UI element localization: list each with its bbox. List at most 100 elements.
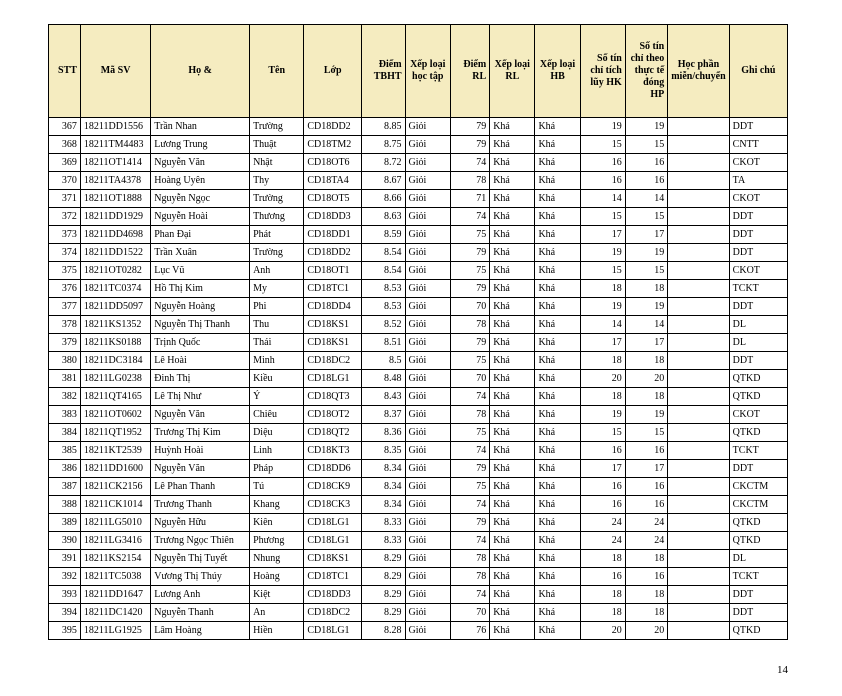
cell-ho: Trương Ngọc Thiên bbox=[151, 532, 250, 550]
cell-diemtb: 8.66 bbox=[362, 190, 405, 208]
cell-xlrl: Khá bbox=[490, 118, 535, 136]
cell-diemrl: 74 bbox=[450, 442, 489, 460]
table-row: 37918211KS0188Trịnh QuốcTháiCD18KS18.51G… bbox=[49, 334, 788, 352]
cell-ten: An bbox=[250, 604, 304, 622]
cell-tchk: 19 bbox=[580, 406, 625, 424]
cell-xlhb: Khá bbox=[535, 280, 580, 298]
cell-diemtb: 8.29 bbox=[362, 604, 405, 622]
col-xlrl: Xếp loại RL bbox=[490, 25, 535, 118]
cell-ten: Minh bbox=[250, 352, 304, 370]
cell-xlht: Giỏi bbox=[405, 424, 450, 442]
cell-diemtb: 8.37 bbox=[362, 406, 405, 424]
cell-ten: Nhật bbox=[250, 154, 304, 172]
cell-masv: 18211CK2156 bbox=[80, 478, 150, 496]
cell-diemtb: 8.43 bbox=[362, 388, 405, 406]
cell-mien bbox=[668, 406, 729, 424]
cell-xlht: Giỏi bbox=[405, 334, 450, 352]
table-row: 38418211QT1952Trương Thị KimDiệuCD18QT28… bbox=[49, 424, 788, 442]
cell-xlrl: Khá bbox=[490, 298, 535, 316]
cell-stt: 375 bbox=[49, 262, 81, 280]
cell-xlhb: Khá bbox=[535, 442, 580, 460]
table-row: 38218211QT4165Lê Thị NhưÝCD18QT38.43Giỏi… bbox=[49, 388, 788, 406]
cell-tchk: 16 bbox=[580, 568, 625, 586]
cell-mien bbox=[668, 136, 729, 154]
cell-tctt: 16 bbox=[625, 478, 667, 496]
cell-diemtb: 8.34 bbox=[362, 496, 405, 514]
table-row: 37218211DD1929Nguyễn HoàiThươngCD18DD38.… bbox=[49, 208, 788, 226]
cell-xlhb: Khá bbox=[535, 244, 580, 262]
cell-tctt: 17 bbox=[625, 460, 667, 478]
cell-masv: 18211QT4165 bbox=[80, 388, 150, 406]
cell-stt: 395 bbox=[49, 622, 81, 640]
cell-xlhb: Khá bbox=[535, 604, 580, 622]
col-tchk: Số tín chỉ tích lũy HK bbox=[580, 25, 625, 118]
cell-xlht: Giỏi bbox=[405, 262, 450, 280]
cell-ghichu: CKOTbs bbox=[729, 262, 787, 280]
cell-ho: Lê Thị Như bbox=[151, 388, 250, 406]
cell-ten: Hiền bbox=[250, 622, 304, 640]
cell-xlht: Giỏi bbox=[405, 532, 450, 550]
col-ten: Tên bbox=[250, 25, 304, 118]
cell-masv: 18211OT0282 bbox=[80, 262, 150, 280]
table-row: 39018211LG3416Trương Ngọc ThiênPhươngCD1… bbox=[49, 532, 788, 550]
cell-lop: CD18DD4 bbox=[304, 298, 362, 316]
cell-lop: CD18LG1 bbox=[304, 622, 362, 640]
cell-ghichu: QTKD bbox=[729, 514, 787, 532]
cell-diemrl: 75 bbox=[450, 424, 489, 442]
cell-xlhb: Khá bbox=[535, 352, 580, 370]
cell-lop: CD18CK9 bbox=[304, 478, 362, 496]
cell-xlht: Giỏi bbox=[405, 208, 450, 226]
cell-tctt: 20 bbox=[625, 370, 667, 388]
cell-ten: Thu bbox=[250, 316, 304, 334]
cell-ghichu: CKCTMbs bbox=[729, 496, 787, 514]
cell-masv: 18211OT1888 bbox=[80, 190, 150, 208]
cell-xlrl: Khá bbox=[490, 496, 535, 514]
cell-lop: CD18LG1 bbox=[304, 370, 362, 388]
cell-lop: CD18TM2 bbox=[304, 136, 362, 154]
cell-masv: 18211DC1420 bbox=[80, 604, 150, 622]
cell-xlrl: Khá bbox=[490, 550, 535, 568]
cell-lop: CD18OT1 bbox=[304, 262, 362, 280]
col-diemtb: Điểm TBHT bbox=[362, 25, 405, 118]
col-masv: Mã SV bbox=[80, 25, 150, 118]
cell-xlrl: Khá bbox=[490, 532, 535, 550]
cell-tctt: 15 bbox=[625, 208, 667, 226]
cell-tctt: 18 bbox=[625, 352, 667, 370]
cell-mien bbox=[668, 460, 729, 478]
cell-tchk: 16 bbox=[580, 172, 625, 190]
cell-ten: Kiên bbox=[250, 514, 304, 532]
cell-tctt: 19 bbox=[625, 244, 667, 262]
cell-ten: Kiều bbox=[250, 370, 304, 388]
cell-ghichu: QTKD bbox=[729, 622, 787, 640]
cell-mien bbox=[668, 442, 729, 460]
table-row: 37418211DD1522Trần XuânTrườngCD18DD28.54… bbox=[49, 244, 788, 262]
cell-mien bbox=[668, 478, 729, 496]
cell-xlrl: Khá bbox=[490, 568, 535, 586]
cell-lop: CD18DD3 bbox=[304, 208, 362, 226]
cell-xlrl: Khá bbox=[490, 316, 535, 334]
cell-ghichu: DDT bbox=[729, 244, 787, 262]
cell-stt: 379 bbox=[49, 334, 81, 352]
cell-tchk: 17 bbox=[580, 460, 625, 478]
cell-mien bbox=[668, 298, 729, 316]
cell-tchk: 16 bbox=[580, 442, 625, 460]
cell-xlrl: Khá bbox=[490, 280, 535, 298]
cell-ghichu: QTKD bbox=[729, 388, 787, 406]
cell-diemrl: 79 bbox=[450, 118, 489, 136]
cell-ten: Phát bbox=[250, 226, 304, 244]
cell-xlhb: Khá bbox=[535, 208, 580, 226]
student-table: STT Mã SV Họ & Tên Lớp Điểm TBHT Xếp loạ… bbox=[48, 24, 788, 640]
cell-diemrl: 74 bbox=[450, 388, 489, 406]
cell-diemrl: 75 bbox=[450, 352, 489, 370]
cell-diemtb: 8.53 bbox=[362, 280, 405, 298]
cell-mien bbox=[668, 622, 729, 640]
cell-masv: 18211KS0188 bbox=[80, 334, 150, 352]
cell-masv: 18211TA4378 bbox=[80, 172, 150, 190]
cell-stt: 380 bbox=[49, 352, 81, 370]
cell-lop: CD18TC1 bbox=[304, 568, 362, 586]
cell-stt: 387 bbox=[49, 478, 81, 496]
cell-mien bbox=[668, 118, 729, 136]
cell-ten: Thuật bbox=[250, 136, 304, 154]
cell-mien bbox=[668, 370, 729, 388]
cell-diemtb: 8.34 bbox=[362, 478, 405, 496]
